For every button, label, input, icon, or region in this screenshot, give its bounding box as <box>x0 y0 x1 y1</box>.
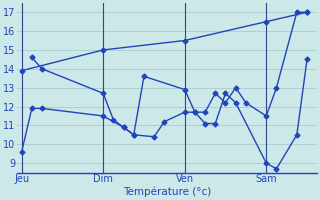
X-axis label: Température (°c): Température (°c) <box>123 187 211 197</box>
